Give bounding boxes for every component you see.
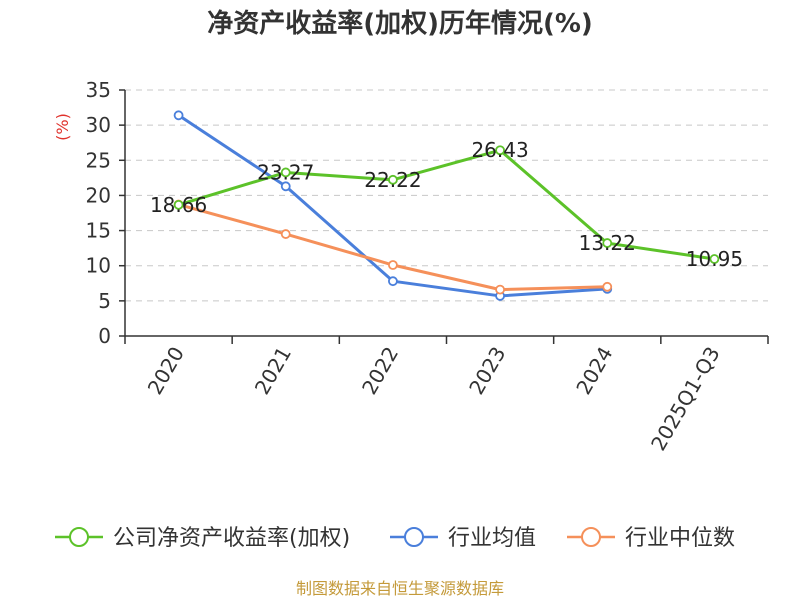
data-label: 22.22 [364,168,421,192]
x-tick-label: 2025Q1-Q3 [646,343,725,455]
data-point [709,254,720,264]
legend-marker [69,527,89,547]
legend-label: 公司净资产收益率(加权) [113,526,350,551]
legend-label: 行业中位数 [625,526,735,551]
x-tick-labels: 2020 2021 2022 2023 2024 2025Q1-Q3 [143,343,725,455]
source-note: 制图数据来自恒生聚源数据库 [296,579,504,598]
data-point [602,281,613,292]
series-line [178,148,715,261]
legend-marker [404,527,424,547]
grid-lines [125,89,768,302]
legend: 公司净资产收益率(加权) 行业均值 行业中位数 [55,526,735,551]
data-point [388,260,398,270]
data-point [173,110,184,121]
data-point [388,174,398,185]
series-1 [173,110,613,301]
data-label: 18.66 [150,193,207,217]
data-point [495,145,505,156]
data-point [495,284,505,295]
series-0 [173,145,720,264]
y-tick-label: 25 [86,148,111,172]
x-tick-label: 2020 [143,343,189,399]
data-point [602,238,613,248]
y-tick-label: 5 [98,289,111,313]
x-tick-label: 2022 [357,343,403,399]
data-label: 26.43 [471,138,528,162]
legend-marker [581,527,601,547]
data-labels: 18.66 23.27 22.22 26.43 13.22 10.95 [150,138,743,271]
x-tick-label: 2024 [571,343,617,399]
axes [119,89,769,344]
y-tick-labels: 0 5 10 15 20 25 30 35 [86,78,111,348]
y-tick-label: 0 [98,324,111,348]
data-label: 23.27 [257,160,314,184]
x-tick-label: 2021 [250,343,296,399]
data-label: 10.95 [686,247,743,271]
x-tick-label: 2023 [464,343,510,399]
y-tick-label: 35 [86,78,111,102]
y-tick-label: 30 [86,113,111,137]
chart-title: 净资产收益率(加权)历年情况(%) [207,8,593,39]
y-tick-label: 10 [86,254,111,278]
legend-item: 行业均值 [390,526,536,551]
legend-item: 行业中位数 [567,526,735,551]
data-point [173,199,184,210]
series-group [173,110,720,301]
data-point [280,229,291,239]
data-point [280,181,291,192]
data-label: 13.22 [579,231,636,255]
legend-item: 公司净资产收益率(加权) [55,526,350,551]
legend-label: 行业均值 [448,526,536,551]
y-tick-label: 15 [86,219,111,243]
y-tick-label: 20 [86,183,111,207]
data-point [388,276,398,287]
data-point [280,167,291,178]
y-axis-label: (%) [53,113,72,141]
